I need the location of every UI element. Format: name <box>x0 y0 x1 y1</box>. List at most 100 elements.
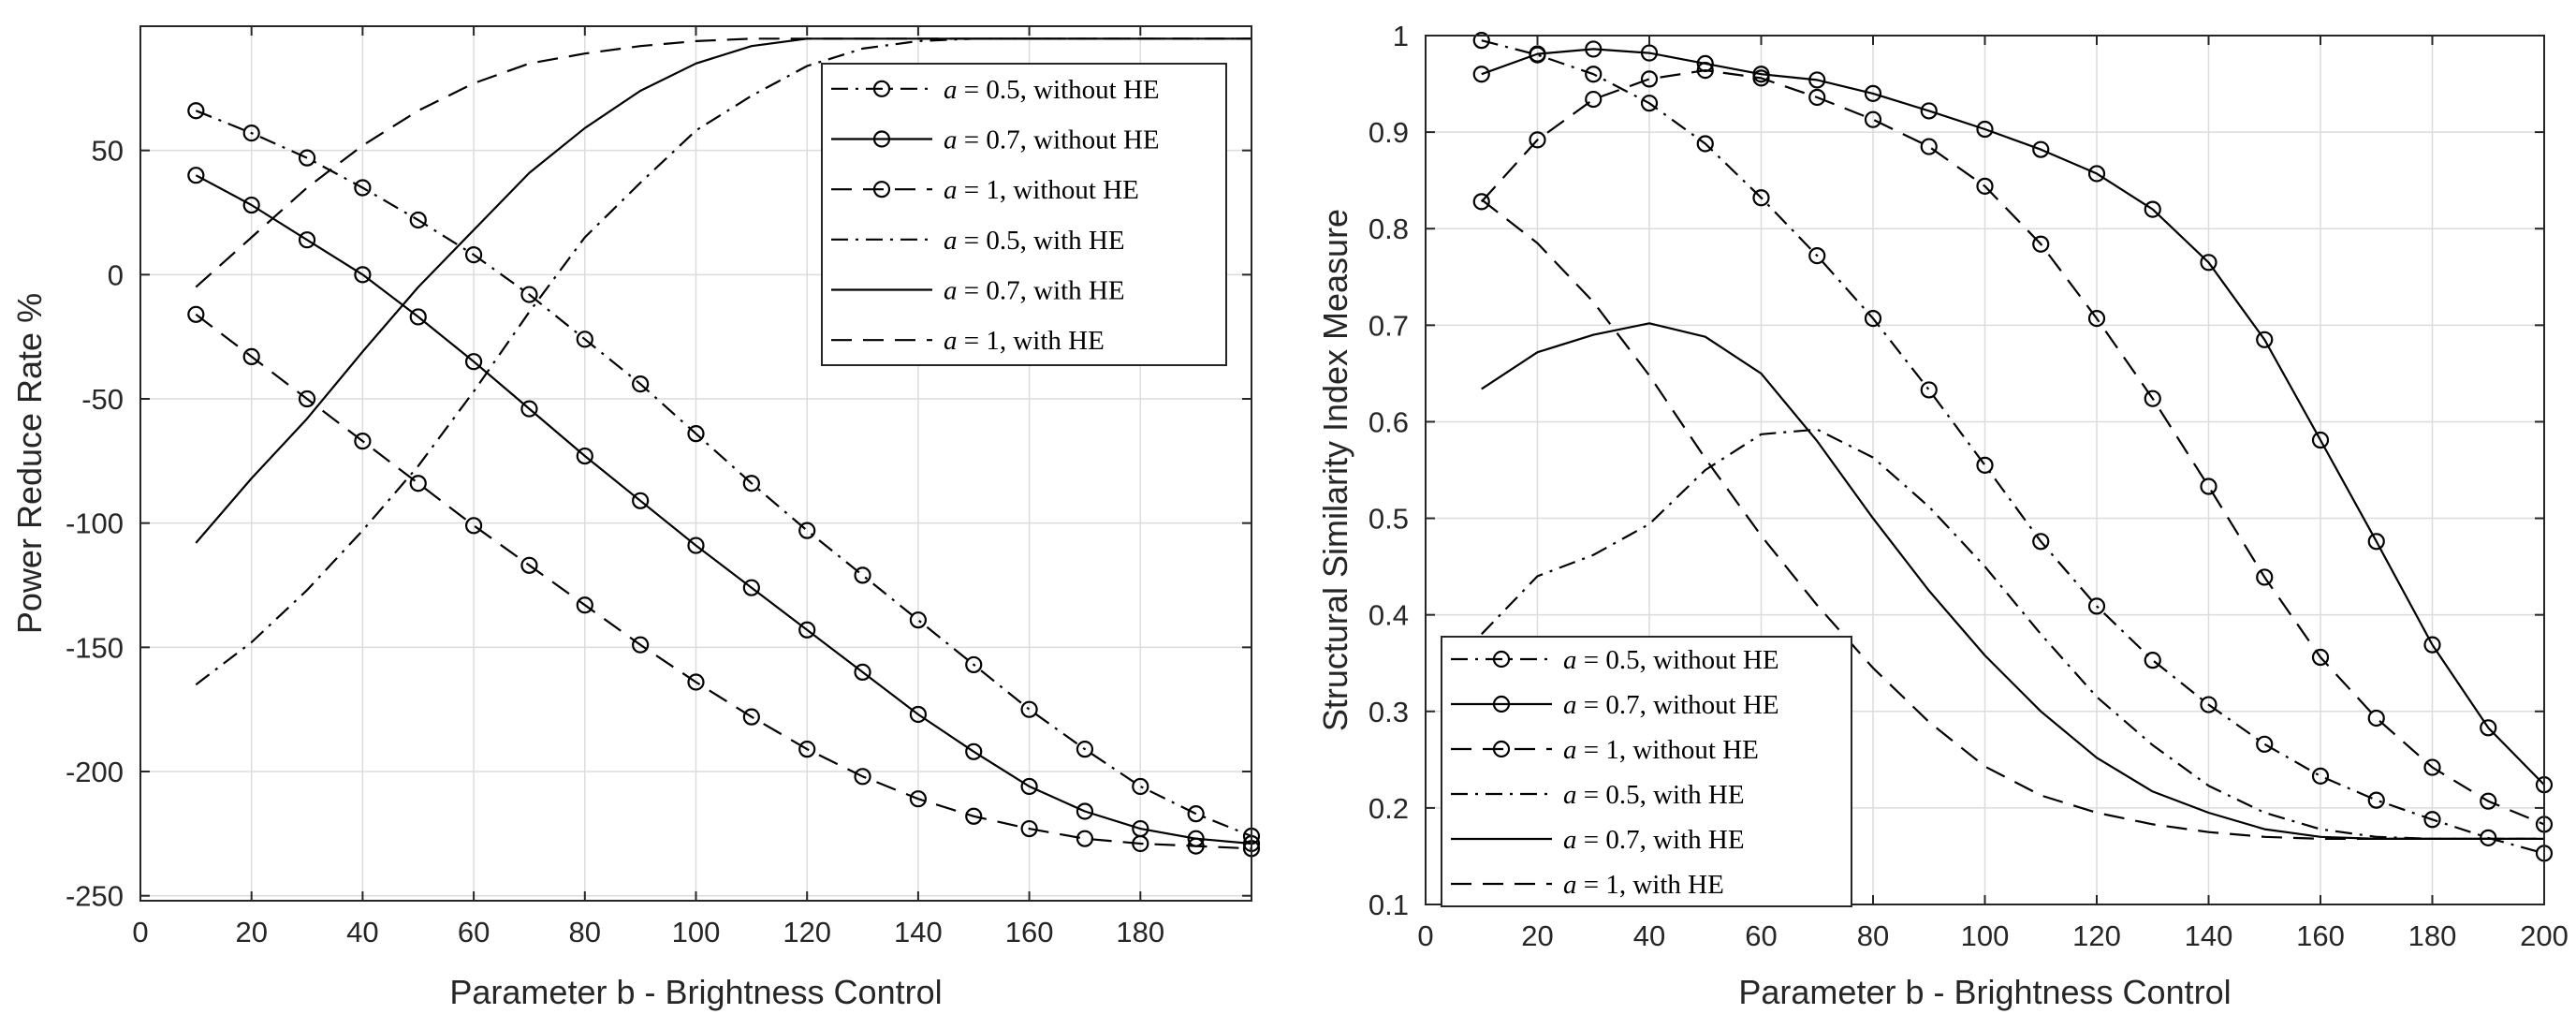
y-tick-label: 0.8 <box>1368 213 1409 245</box>
x-tick-label: 200 <box>2520 919 2569 952</box>
y-tick-label: 0.6 <box>1368 405 1409 438</box>
series-3-point <box>909 790 928 808</box>
series-2-point <box>2311 431 2330 449</box>
chart-2: 0 20 40 60 80 100 120 140 160 180 200 0.1 0.2 0.3 0.4 0… <box>1316 20 2569 1011</box>
legend-entry-var: a <box>944 276 958 306</box>
series-1-point <box>242 124 260 142</box>
legend-entry-2: a = 0.7, without HE <box>1563 690 1779 720</box>
legend-entry-text: = 0.7, with HE <box>958 276 1125 306</box>
series-3-point <box>2480 792 2497 810</box>
series-line-6 <box>195 37 1251 288</box>
series-1-point <box>909 611 928 629</box>
series-2-point <box>965 742 983 760</box>
legend: a = 0.5, without HEa = 0.7, without HEa … <box>1441 636 1852 907</box>
x-tick-label: 160 <box>1005 916 1054 948</box>
series-2-point <box>909 705 928 724</box>
x-tick-label: 120 <box>2072 919 2121 952</box>
series-1-point <box>2087 597 2106 615</box>
series-2-point <box>687 537 705 554</box>
x-axis-label: Parameter b - Brightness Control <box>1738 973 2231 1011</box>
series-3-point <box>798 741 816 758</box>
series-2-point <box>1585 40 1603 58</box>
series-3-point <box>2423 758 2441 776</box>
y-tick-label: 1 <box>1393 20 1409 52</box>
legend-entry-text: = 0.5, without HE <box>1577 645 1779 675</box>
chart-1: 0 20 40 60 80 100 120 140 160 180 -250 -200 -150 -100… <box>10 25 1261 1011</box>
series-2-point <box>2423 636 2441 654</box>
series-1-point <box>1696 135 1714 153</box>
series-1-point <box>798 522 816 539</box>
x-tick-label: 60 <box>1745 919 1777 952</box>
x-tick-label: 120 <box>783 916 831 948</box>
legend-box <box>1441 636 1852 907</box>
series-1-point <box>1020 700 1038 718</box>
legend-entry-text: = 1, with HE <box>1577 870 1724 900</box>
series-1-point <box>2367 791 2385 809</box>
series-3-point <box>687 673 705 691</box>
series-3-point <box>1585 90 1603 109</box>
series-2-point <box>409 308 427 326</box>
series-2-point <box>854 663 871 681</box>
legend-swatch-marker <box>1492 740 1511 758</box>
series-1-point <box>1920 381 1938 399</box>
x-tick-label: 100 <box>672 916 721 948</box>
series-1-point <box>187 102 205 120</box>
x-axis-label: Parameter b - Brightness Control <box>449 973 942 1011</box>
x-tick-label: 20 <box>1521 919 1553 952</box>
series-1-point <box>465 246 483 264</box>
y-tick-label: 0.4 <box>1368 599 1409 632</box>
series-3-point <box>1864 110 1882 128</box>
legend-entry-text: = 0.7, without HE <box>1577 690 1779 720</box>
series-2-point <box>798 621 816 639</box>
series-2-point <box>2144 200 2161 218</box>
series-1-point <box>1076 741 1094 758</box>
legend-entry-6: a = 1, with HE <box>944 326 1105 356</box>
series-1-point <box>520 286 538 303</box>
series-1-point <box>2311 767 2330 785</box>
legend-entry-6: a = 1, with HE <box>1563 870 1724 900</box>
legend-entry-text: = 1, without HE <box>958 175 1139 205</box>
series-2-point <box>632 492 650 509</box>
x-tick-label: 0 <box>1417 919 1433 952</box>
series-3-point <box>1020 819 1038 838</box>
y-tick-label: 0.7 <box>1368 309 1409 342</box>
x-tick-label: 140 <box>2185 919 2233 952</box>
series-2-point <box>2032 140 2050 158</box>
series-2-point <box>2256 331 2274 348</box>
series-3-point <box>1076 830 1094 847</box>
series-line-6 <box>1481 198 2544 840</box>
series-3-point <box>1132 834 1149 853</box>
series-line-1 <box>195 110 1252 838</box>
series-3-point <box>1752 69 1770 87</box>
series-group <box>187 37 1261 858</box>
legend-entry-var: a <box>944 125 958 155</box>
y-tick-label: -50 <box>81 383 124 416</box>
legend-entry-3: a = 1, without HE <box>944 175 1139 205</box>
legend-entry-text: = 0.5, with HE <box>958 226 1125 256</box>
series-2-point <box>2480 719 2497 737</box>
series-3-point <box>576 596 593 614</box>
series-3-point <box>1187 837 1205 855</box>
series-3-point <box>2144 390 2161 407</box>
legend-entry-var: a <box>944 226 958 256</box>
series-3-point <box>520 556 538 574</box>
series-1-point <box>687 425 705 443</box>
series-3-point <box>1529 131 1546 149</box>
legend: a = 0.5, without HEa = 0.7, without HEa … <box>821 63 1227 366</box>
x-tick-label: 100 <box>1961 919 2010 952</box>
series-2-point <box>298 231 316 249</box>
series-2-point <box>1472 66 1490 83</box>
legend-entry-var: a <box>1563 690 1577 720</box>
series-1-point <box>1808 246 1826 265</box>
series-3-point <box>1976 177 1994 195</box>
x-tick-label: 160 <box>2296 919 2345 952</box>
series-3-point <box>354 433 372 450</box>
legend-entry-var: a <box>1563 645 1577 675</box>
y-tick-label: 0.5 <box>1368 503 1409 536</box>
series-3-point <box>1808 88 1826 107</box>
series-3-point <box>2087 310 2106 328</box>
y-tick-label: -250 <box>66 880 124 913</box>
legend-entry-4: a = 0.5, with HE <box>944 226 1125 256</box>
legend-entry-var: a <box>1563 735 1577 765</box>
